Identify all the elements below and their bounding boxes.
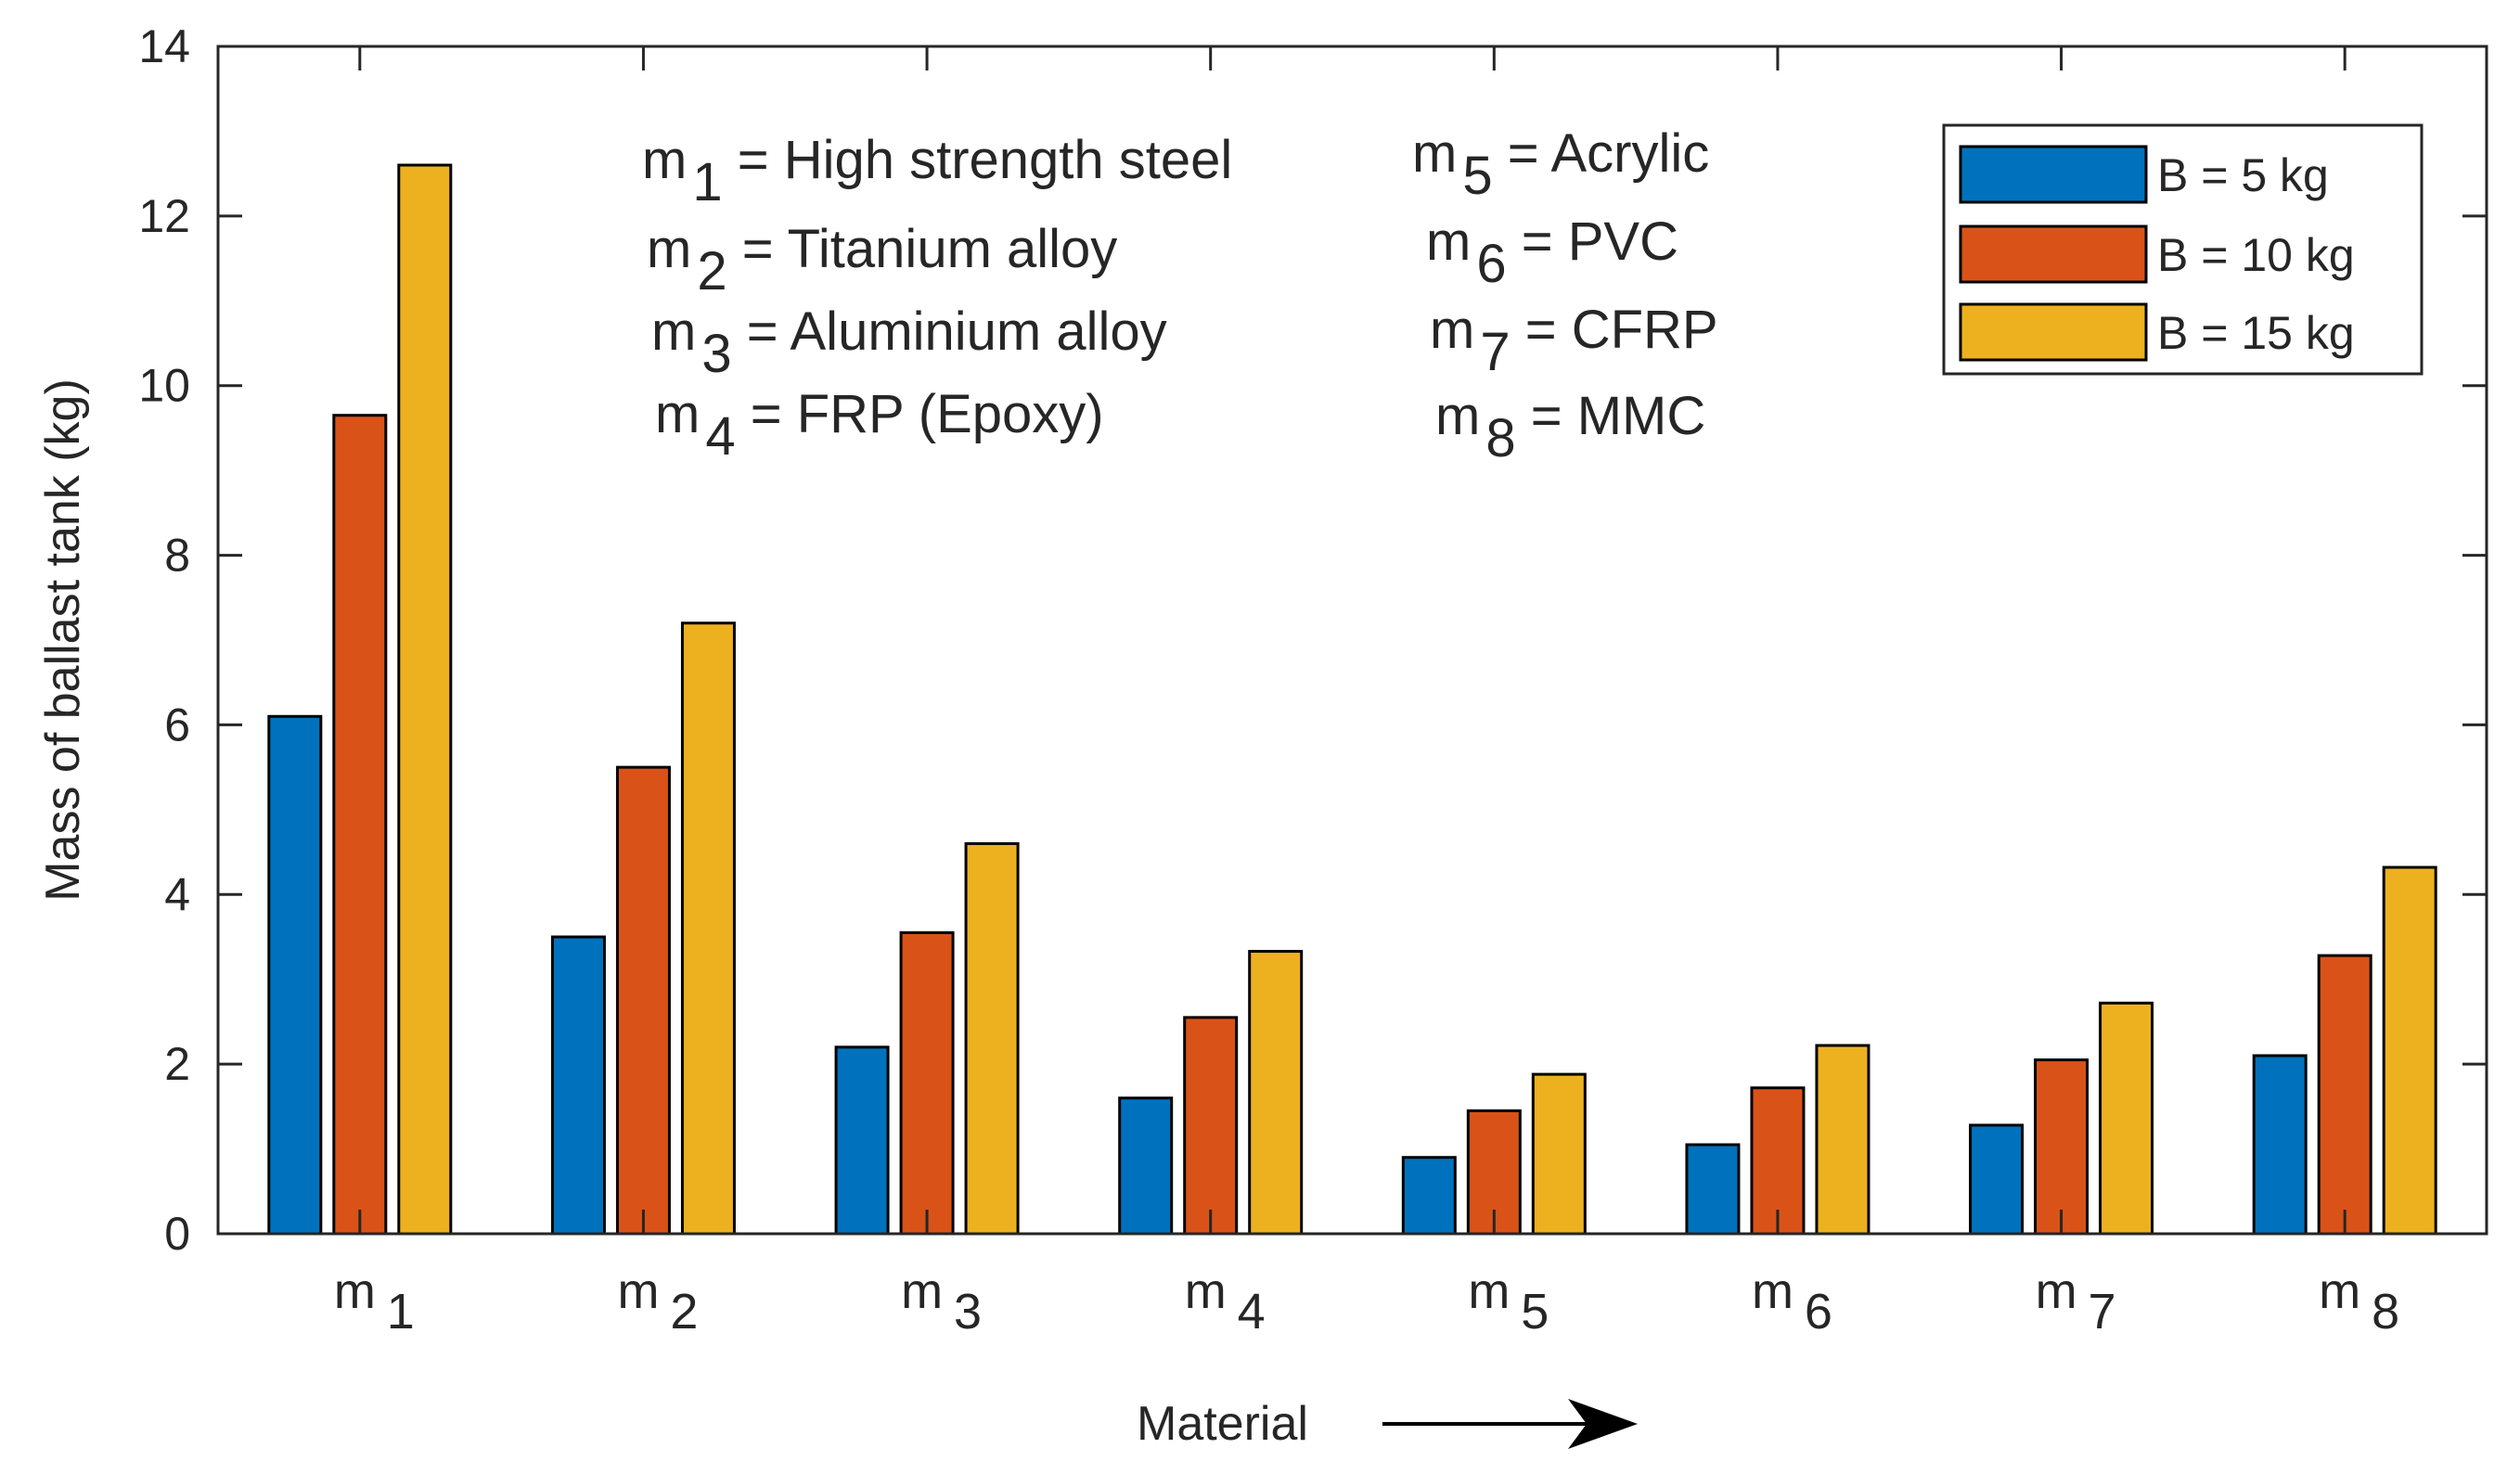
bar-m8-series-2 <box>2317 954 2372 1236</box>
bar-m1-series-3 <box>397 163 453 1236</box>
bar-m6-series-1 <box>1685 1143 1741 1236</box>
legend-label-series-2: B = 10 kg <box>2157 229 2355 281</box>
x-axis-title-group: Material <box>1137 1397 1638 1451</box>
bars-layer <box>267 163 2437 1236</box>
y-tick-label: 2 <box>164 1038 190 1090</box>
plot-frame <box>216 45 2488 1236</box>
bar-m2-series-2 <box>615 765 671 1236</box>
legend-entries: B = 5 kg B = 10 kg B = 15 kg <box>1959 145 2355 362</box>
bar-m7-series-2 <box>2034 1058 2089 1236</box>
bar-m8-series-1 <box>2252 1054 2308 1236</box>
y-tick-label: 8 <box>164 530 190 582</box>
bar-m2-series-3 <box>680 622 736 1236</box>
right-arrow-icon <box>1382 1399 1638 1449</box>
y-tick-label: 14 <box>138 20 190 72</box>
bar-m4-series-2 <box>1183 1016 1239 1236</box>
bar-m7-series-3 <box>2099 1001 2154 1236</box>
bar-m6-series-3 <box>1815 1044 1871 1236</box>
y-tick-label: 10 <box>138 360 190 412</box>
legend-swatch-series-2 <box>1959 224 2148 284</box>
y-tick-label: 12 <box>138 190 190 242</box>
y-axis-ticks: 0 2 4 6 8 10 12 14 <box>138 20 2487 1260</box>
bar-m6-series-2 <box>1750 1086 1806 1236</box>
legend: B = 5 kg B = 10 kg B = 15 kg <box>1942 123 2424 376</box>
bar-m1-series-2 <box>332 414 388 1236</box>
bar-m1-series-1 <box>267 714 323 1236</box>
y-tick-label: 4 <box>164 868 190 920</box>
bar-m3-series-3 <box>964 841 1020 1236</box>
legend-swatch-series-3 <box>1959 302 2148 362</box>
legend-label-series-1: B = 5 kg <box>2157 149 2329 201</box>
bar-m2-series-1 <box>550 935 606 1236</box>
bar-m5-series-3 <box>1531 1072 1587 1236</box>
bar-m5-series-1 <box>1401 1156 1457 1236</box>
y-axis-title: Mass of ballast tank (kg) <box>36 378 90 902</box>
bar-m8-series-3 <box>2382 865 2437 1236</box>
legend-label-series-3: B = 15 kg <box>2157 307 2355 359</box>
bar-m3-series-1 <box>834 1045 890 1236</box>
bar-m4-series-1 <box>1118 1096 1174 1236</box>
bar-m3-series-2 <box>899 930 955 1236</box>
y-tick-label: 0 <box>164 1208 190 1260</box>
y-tick-label: 6 <box>164 699 190 750</box>
bar-m4-series-3 <box>1248 950 1304 1236</box>
x-axis-title: Material <box>1137 1397 1308 1451</box>
legend-swatch-series-1 <box>1959 145 2148 204</box>
bar-m7-series-1 <box>1969 1123 2025 1236</box>
